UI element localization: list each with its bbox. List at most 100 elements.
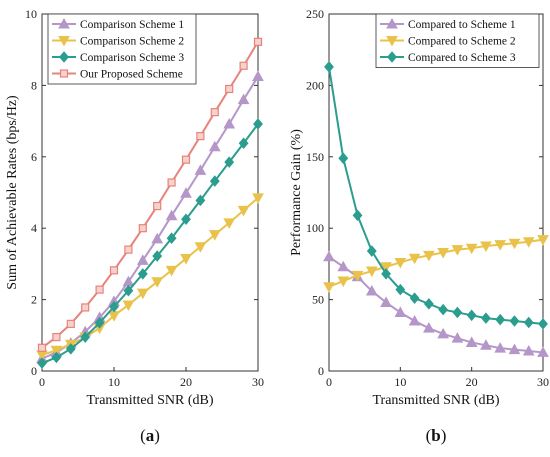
data-point	[225, 84, 234, 94]
data-point	[94, 317, 105, 329]
series-comparison-scheme-3	[37, 118, 263, 369]
data-point	[538, 318, 548, 330]
data-point	[494, 240, 507, 251]
legend-marker	[59, 51, 69, 63]
data-point	[452, 306, 463, 319]
legend-marker	[58, 17, 70, 29]
data-point	[210, 108, 219, 117]
legend-marker	[386, 17, 398, 29]
data-point	[394, 257, 407, 269]
y-axis-label: Sum of Achievable Rates (bps/Hz)	[5, 95, 20, 290]
data-point	[252, 193, 264, 204]
data-point	[237, 93, 250, 105]
x-tick-label: 30	[252, 375, 264, 389]
legend-box	[47, 13, 197, 85]
subfigure-caption: (a)	[140, 426, 160, 445]
y-tick-label: 8	[31, 78, 37, 92]
data-point	[180, 254, 192, 265]
data-point	[51, 351, 62, 364]
x-tick-label: 20	[180, 375, 192, 389]
data-point	[394, 306, 407, 317]
y-tick-label: 150	[306, 150, 324, 164]
data-point	[37, 357, 47, 369]
data-point	[381, 268, 391, 280]
y-tick-label: 2	[31, 293, 37, 307]
x-tick-label: 30	[537, 375, 549, 389]
x-tick-label: 20	[466, 375, 478, 389]
data-point	[438, 303, 449, 316]
data-point	[537, 235, 549, 246]
data-point	[180, 187, 192, 198]
data-point	[380, 296, 392, 307]
data-point	[95, 285, 104, 294]
data-point	[508, 238, 521, 250]
data-point	[423, 250, 435, 262]
data-point	[451, 332, 464, 343]
x-tick-label: 10	[394, 375, 406, 389]
data-point	[409, 292, 420, 304]
data-point	[351, 270, 364, 282]
y-tick-label: 200	[306, 78, 324, 92]
data-point	[194, 164, 207, 175]
data-point	[252, 70, 264, 81]
y-tick-label: 6	[31, 150, 37, 164]
series-compared-to-scheme-1	[323, 250, 549, 357]
data-point	[338, 152, 349, 165]
data-point	[166, 232, 177, 244]
data-point	[81, 303, 90, 312]
data-point	[437, 327, 449, 339]
data-point	[224, 156, 235, 168]
subfigure-caption: (b)	[426, 426, 447, 445]
legend-marker	[58, 36, 70, 47]
data-point	[196, 131, 205, 141]
data-point	[181, 155, 191, 164]
data-point	[253, 118, 263, 130]
x-tick-label: 10	[108, 375, 120, 389]
data-point	[122, 300, 135, 311]
data-point	[37, 343, 47, 352]
data-point	[408, 314, 421, 326]
series-line	[41, 123, 259, 365]
series-line	[41, 75, 259, 360]
data-point	[65, 343, 76, 355]
data-point	[495, 313, 506, 326]
data-point	[167, 178, 176, 187]
data-point	[537, 346, 549, 357]
legend-marker	[59, 69, 69, 78]
series-compared-to-scheme-3	[324, 61, 548, 330]
data-point	[451, 245, 464, 256]
data-point	[323, 282, 335, 293]
x-tick-label: 0	[326, 375, 332, 389]
data-point	[195, 194, 206, 207]
data-point	[337, 260, 350, 272]
data-point	[153, 201, 162, 211]
data-point	[208, 140, 221, 152]
data-point	[323, 250, 335, 262]
legend: Compared to Scheme 1 Compared to Scheme 2…	[375, 13, 540, 68]
data-point	[380, 262, 392, 273]
data-point	[223, 218, 236, 229]
data-point	[480, 339, 492, 350]
series-line	[41, 197, 259, 356]
data-point	[337, 276, 350, 288]
data-point	[423, 322, 435, 333]
data-point	[151, 277, 164, 288]
series-line	[41, 41, 259, 349]
data-point	[181, 213, 191, 226]
data-point	[237, 205, 250, 217]
data-point	[136, 288, 149, 300]
data-point	[324, 61, 334, 73]
chart-panel-a: 0 10 20 30 0 2 4 6 8 10 Transmitted SNR (dB) Sum of…	[5, 7, 264, 445]
data-point	[109, 300, 119, 313]
legend: Comparison Scheme 1 Comparison Scheme 2 Co…	[47, 13, 197, 85]
data-point	[481, 312, 491, 324]
data-point	[522, 237, 535, 248]
legend-entry: Comparison Scheme 1	[80, 19, 184, 31]
data-point	[165, 265, 178, 277]
data-point	[208, 230, 221, 241]
data-point	[223, 117, 236, 129]
data-point	[366, 245, 377, 257]
legend-entry: Comparison Scheme 3	[80, 52, 184, 64]
y-tick-label: 250	[306, 7, 324, 21]
x-tick-label: 0	[39, 375, 45, 389]
